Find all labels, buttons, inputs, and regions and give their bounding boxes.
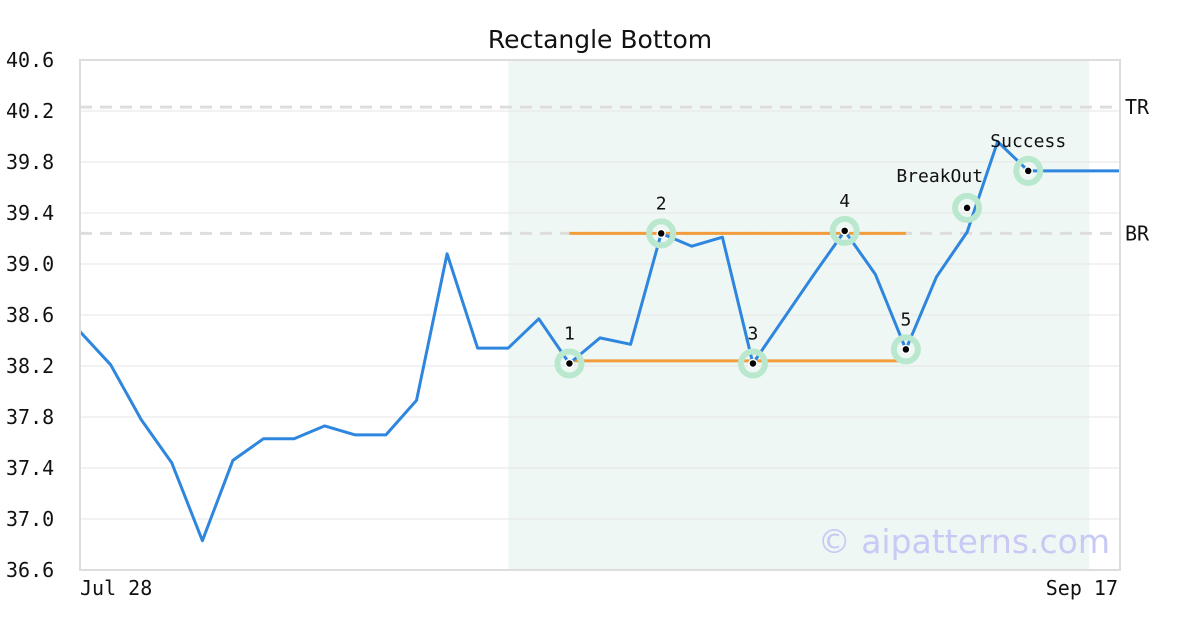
marker-label: 2	[656, 193, 667, 214]
y-tick-label: 40.6	[6, 48, 54, 72]
marker-halo	[646, 218, 677, 249]
marker-dot	[962, 203, 972, 213]
chart-title: Rectangle Bottom	[488, 25, 712, 54]
marker-label: BreakOut	[896, 166, 983, 187]
marker-label: 4	[839, 191, 850, 212]
y-tick-label: 36.6	[6, 558, 54, 582]
marker-halo	[737, 348, 768, 379]
marker-dot	[1023, 166, 1033, 176]
y-tick-label: 38.6	[6, 303, 54, 327]
marker-label: 1	[564, 323, 575, 344]
marker-halo	[829, 215, 860, 246]
marker-label: 3	[748, 323, 759, 344]
y-tick-label: 39.0	[6, 252, 54, 276]
reference-label-br: BR	[1125, 221, 1150, 245]
y-tick-label: 37.0	[6, 507, 54, 531]
marker-dot	[901, 344, 911, 355]
watermark: © aipatterns.com	[818, 522, 1110, 561]
marker-label: 5	[900, 309, 911, 330]
y-tick-label: 37.8	[6, 405, 54, 429]
marker-halo	[952, 192, 983, 223]
series	[78, 140, 1120, 543]
plot-frame	[79, 59, 1121, 571]
marker-label: Success	[990, 131, 1066, 152]
y-tick-label: 38.2	[6, 354, 54, 378]
pattern-lines	[569, 231, 906, 363]
y-tick-label: 39.8	[6, 150, 54, 174]
y-tick-label: 40.2	[6, 99, 54, 123]
reference-label-tr: TR	[1125, 95, 1150, 119]
marker-dot	[748, 358, 758, 369]
marker-halo	[554, 348, 585, 379]
x-tick-labels: Jul 28 Sep 17	[80, 576, 1118, 600]
price-line	[78, 140, 1120, 543]
y-tick-label: 39.4	[6, 201, 54, 225]
marker-halo	[890, 334, 921, 365]
markers: 1 2 3 4 5 BreakOut Success	[554, 131, 1066, 379]
marker-dot	[656, 228, 666, 239]
y-tick-labels: 36.6 37.0 37.4 37.8 38.2 38.6 39.0 39.4 39.8 40.2…	[6, 48, 54, 582]
marker-halo	[1013, 155, 1044, 186]
x-tick-label: Jul 28	[80, 576, 152, 600]
marker-dot	[564, 358, 575, 369]
marker-dot	[839, 226, 850, 236]
x-tick-label: Sep 17	[1046, 576, 1118, 600]
y-tick-label: 37.4	[6, 456, 54, 480]
